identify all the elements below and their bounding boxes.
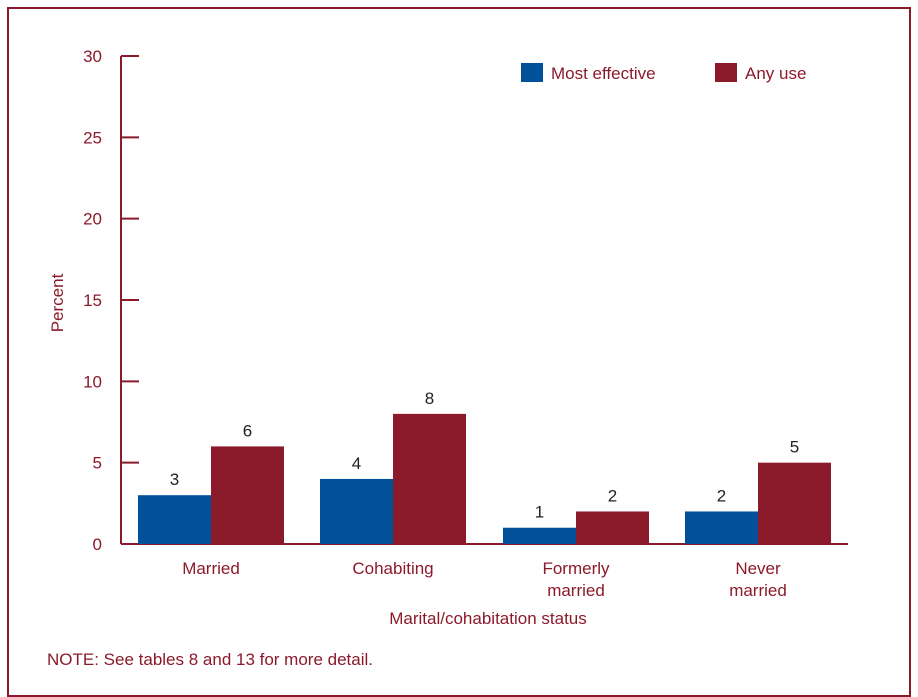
x-category-label: Married: [182, 559, 240, 578]
x-category-label: Cohabiting: [352, 559, 433, 578]
legend-label-any-use: Any use: [745, 64, 806, 83]
bar-any-use: [758, 462, 831, 544]
bar-value-label: 4: [352, 454, 361, 473]
bar-value-label: 8: [425, 389, 434, 408]
x-category-label: married: [547, 581, 605, 600]
y-tick-label: 15: [83, 291, 102, 310]
y-tick-label: 5: [93, 454, 102, 473]
bar-any-use: [211, 446, 284, 544]
y-tick-label: 20: [83, 210, 102, 229]
bar-value-label: 2: [608, 486, 617, 505]
x-category-label: Never: [735, 559, 781, 578]
y-tick-label: 10: [83, 372, 102, 391]
bar-most-effective: [685, 511, 758, 544]
legend-swatch-most-effective: [521, 63, 543, 82]
bar-value-label: 2: [717, 486, 726, 505]
bar-most-effective: [320, 478, 393, 544]
bar-value-label: 1: [535, 503, 544, 522]
bar-value-label: 6: [243, 421, 252, 440]
legend-label-most-effective: Most effective: [551, 64, 656, 83]
bar-any-use: [393, 413, 466, 544]
bar-value-label: 3: [170, 470, 179, 489]
bar-most-effective: [503, 527, 576, 544]
bar-most-effective: [138, 495, 211, 544]
x-category-label: Formerly: [542, 559, 610, 578]
x-category-label: married: [729, 581, 787, 600]
bar-any-use: [576, 511, 649, 544]
y-tick-label: 30: [83, 47, 102, 66]
chart-note: NOTE: See tables 8 and 13 for more detai…: [47, 650, 374, 669]
x-axis-label: Marital/cohabitation status: [389, 609, 587, 628]
y-tick-label: 0: [93, 535, 102, 554]
bar-value-label: 5: [790, 438, 799, 457]
y-tick-label: 25: [83, 128, 102, 147]
y-axis-label: Percent: [48, 273, 67, 332]
legend-swatch-any-use: [715, 63, 737, 82]
